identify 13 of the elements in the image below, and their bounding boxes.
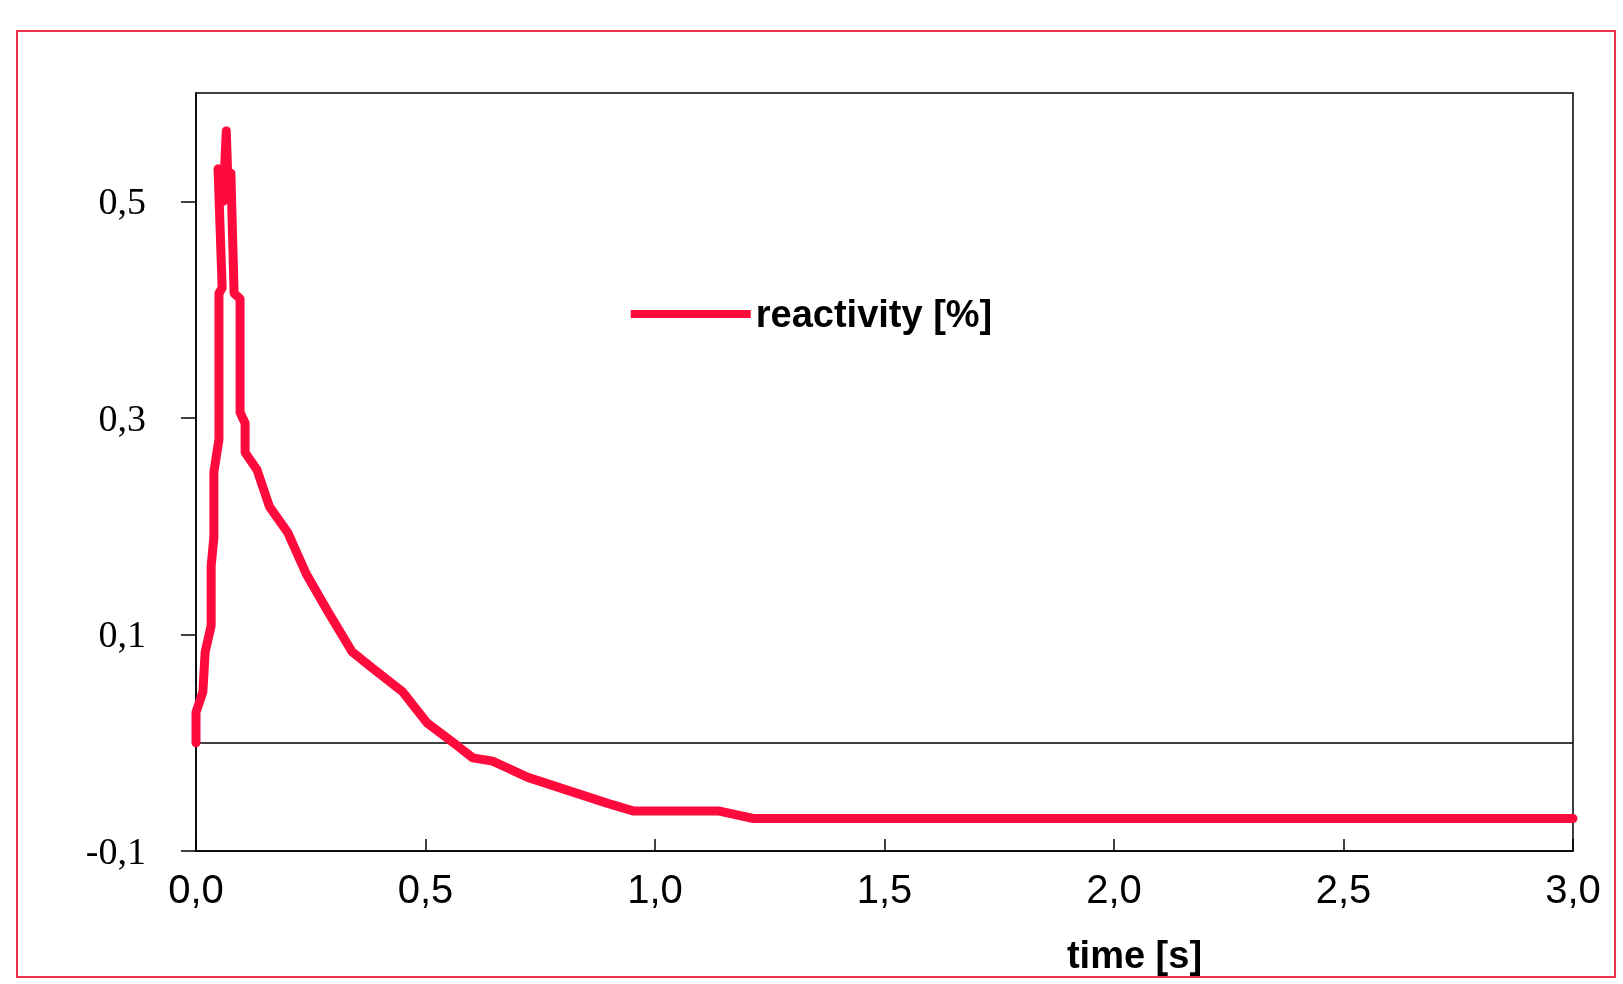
y-tick-label: 0,5 [98, 180, 146, 223]
x-tick-label: 1,5 [856, 867, 913, 911]
legend-label: reactivity [%] [755, 293, 993, 335]
x-tick-label: 3,0 [1545, 867, 1601, 911]
y-tick-label: 0,3 [98, 396, 146, 439]
y-tick-label: 0,1 [98, 613, 146, 656]
x-tick-label: 2,5 [1315, 867, 1372, 911]
x-tick-label: 0,5 [397, 867, 454, 911]
x-axis-title: time [s] [1066, 934, 1203, 976]
x-tick-label: 0,0 [168, 867, 224, 911]
x-tick-label: 2,0 [1086, 867, 1142, 911]
y-tick-label: -0,1 [85, 830, 146, 872]
x-tick-label: 1,0 [627, 867, 683, 911]
